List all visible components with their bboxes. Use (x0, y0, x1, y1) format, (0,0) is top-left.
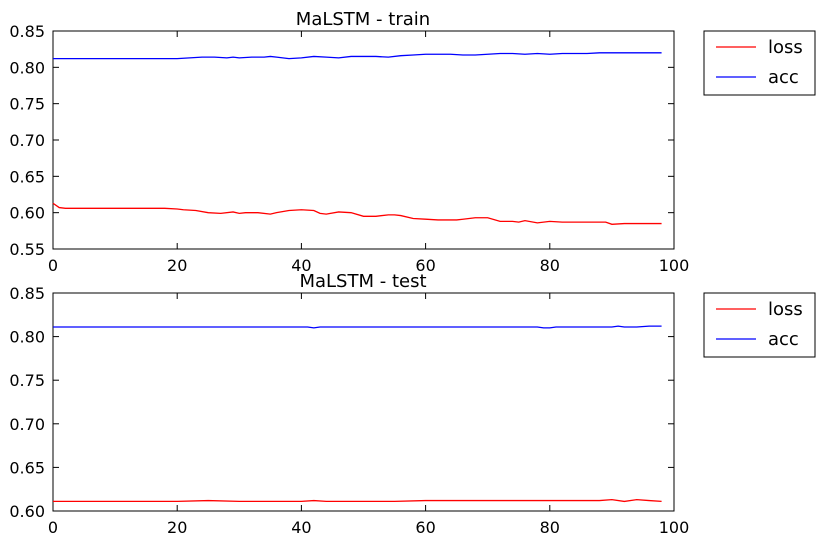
test-x-tick-label: 40 (291, 518, 311, 537)
train-legend: loss acc (703, 30, 816, 96)
test-chart-title: MaLSTM - test (299, 271, 426, 292)
test-y-tick-label: 0.70 (9, 415, 45, 434)
test-x-tick-label: 60 (415, 518, 435, 537)
test-x-tick-label: 20 (167, 518, 187, 537)
train-chart: MaLSTM - train 0 20 40 60 80 100 0.55 0.60 0.65 0… (9, 9, 816, 275)
train-y-tick-label: 0.70 (9, 131, 45, 150)
train-legend-acc-label: acc (768, 67, 799, 88)
train-acc-line (53, 52, 662, 60)
train-x-tick-label: 0 (48, 256, 58, 275)
test-y-tick-label: 0.85 (9, 284, 45, 303)
test-legend-loss-label: loss (768, 299, 803, 320)
test-y-tick-label: 0.60 (9, 502, 45, 521)
test-x-tick-label: 100 (659, 518, 690, 537)
train-y-tick-label: 0.60 (9, 204, 45, 223)
train-x-tick-label: 60 (415, 256, 435, 275)
train-x-tick-label: 20 (167, 256, 187, 275)
test-legend-acc-label: acc (768, 329, 799, 350)
test-plot-frame (52, 292, 675, 512)
train-y-tick-label: 0.55 (9, 240, 45, 259)
train-y-tick-label: 0.75 (9, 95, 45, 114)
test-legend: loss acc (703, 292, 816, 358)
train-chart-title: MaLSTM - train (296, 9, 430, 30)
test-legend-box (703, 292, 816, 358)
train-y-tick-label: 0.80 (9, 58, 45, 77)
train-legend-box (703, 30, 816, 96)
train-loss-line (52, 202, 662, 225)
train-y-tick-label: 0.85 (9, 22, 45, 41)
test-acc-line (53, 325, 662, 329)
test-y-tick-label: 0.65 (9, 458, 45, 477)
test-loss-line (53, 499, 662, 503)
train-x-tick-label: 100 (659, 256, 690, 275)
test-x-tick-label: 0 (48, 518, 58, 537)
test-chart: MaLSTM - test 0 20 40 60 80 100 0.60 0.65 0.70 0.… (9, 271, 816, 537)
train-x-tick-label: 40 (291, 256, 311, 275)
test-x-tick-label: 80 (540, 518, 560, 537)
train-y-tick-label: 0.65 (9, 167, 45, 186)
train-legend-loss-label: loss (768, 37, 803, 58)
test-y-tick-label: 0.80 (9, 328, 45, 347)
train-x-tick-label: 80 (540, 256, 560, 275)
test-y-tick-label: 0.75 (9, 371, 45, 390)
